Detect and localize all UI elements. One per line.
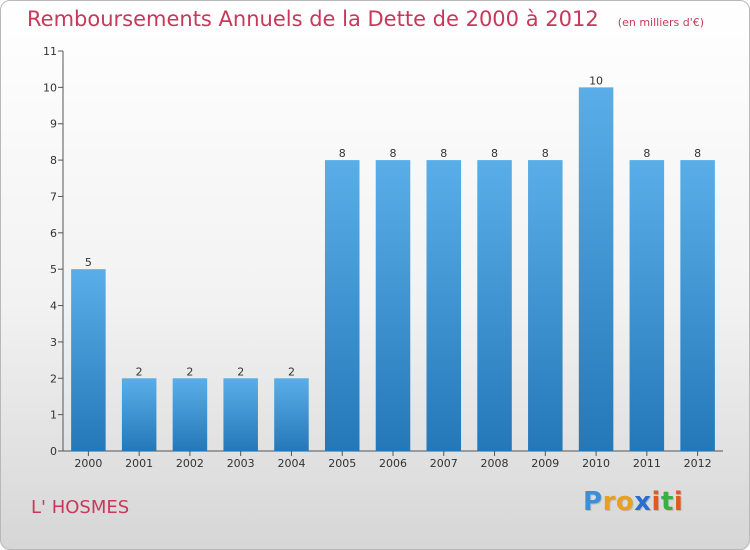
data-label: 8 [390,147,397,160]
x-tick-label: 2002 [176,457,204,470]
data-label: 2 [237,365,244,378]
y-tick-label: 5 [50,263,57,276]
x-tick-label: 2009 [531,457,559,470]
bar [375,160,411,451]
x-tick-label: 2012 [684,457,712,470]
proxiti-logo: Proxiti [583,487,683,517]
logo-letter: r [602,487,616,517]
y-tick-label: 9 [50,118,57,131]
x-tick-label: 2000 [74,457,102,470]
bar [629,160,665,451]
commune-name: L' HOSMES [31,497,130,518]
logo-letter: i [673,487,684,517]
x-tick-label: 2004 [277,457,305,470]
y-tick-label: 3 [50,336,57,349]
bars [71,87,715,451]
x-tick-label: 2001 [125,457,153,470]
logo-letter: x [634,487,652,517]
bar [680,160,715,451]
data-label: 2 [136,365,143,378]
x-tick-label: 2008 [481,457,509,470]
logo-letter: t [660,487,674,517]
logo-letter: o [615,487,635,517]
data-label: 8 [643,147,650,160]
x-tick-label: 2011 [633,457,661,470]
logo-letter: i [651,487,661,517]
chart-title: Remboursements Annuels de la Dette de 20… [27,7,704,31]
chart-title-text: Remboursements Annuels de la Dette de 20… [27,7,599,31]
y-tick-label: 8 [50,154,57,167]
data-label: 5 [85,256,92,269]
x-tick-label: 2005 [328,457,356,470]
x-tick-label: 2003 [227,457,255,470]
y-tick-label: 6 [50,227,57,240]
data-label: 2 [186,365,193,378]
chart-unit: (en milliers d'€) [617,16,705,29]
labels: 2000 5 2001 2 2002 2 2003 2 2004 2 2005 8 2006 8 2007 8… [74,74,711,470]
x-tick-label: 2007 [430,457,458,470]
y-tick-label: 0 [50,445,57,458]
bar [121,378,157,451]
bar [223,378,258,451]
data-label: 2 [288,365,295,378]
logo-letter: P [583,487,603,517]
data-label: 8 [491,147,498,160]
bar [477,160,512,451]
y-tick-label: 11 [43,45,57,58]
bar [528,160,563,451]
y-tick-label: 7 [50,190,57,203]
y-tick-label: 4 [50,300,57,313]
y-tick-label: 2 [50,372,57,385]
data-label: 8 [694,147,701,160]
bar [324,160,360,451]
bar [578,87,614,451]
data-label: 8 [542,147,549,160]
bar [172,378,208,451]
x-tick-label: 2010 [582,457,610,470]
bar [274,378,309,451]
bar [71,269,106,451]
x-tick-label: 2006 [379,457,407,470]
y-tick-label: 10 [43,81,57,94]
data-label: 10 [589,74,603,87]
data-label: 8 [339,147,346,160]
y-tick-label: 1 [50,409,57,422]
data-label: 8 [440,147,447,160]
bar [426,160,462,451]
